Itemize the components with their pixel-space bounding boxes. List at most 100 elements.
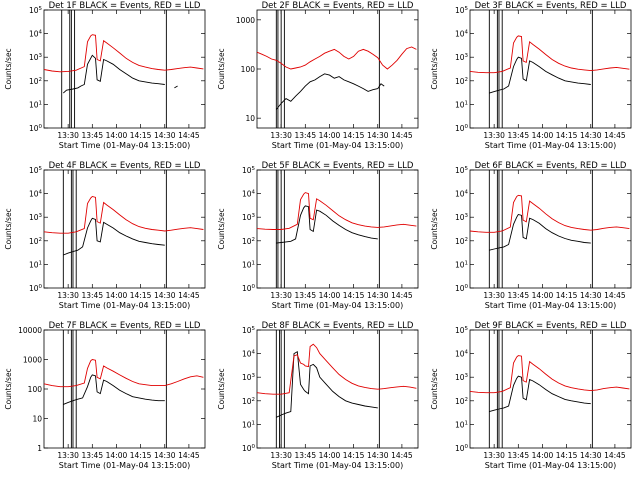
x-tick-label: 13:45 bbox=[81, 451, 103, 460]
detector-panel-8: 13:30 13:45 14:00 14:15 14:30 14:45 100 101 102 1… bbox=[217, 321, 419, 470]
x-tick-label: 14:45 bbox=[391, 291, 413, 300]
series-line-events bbox=[489, 376, 603, 411]
y-tick-label: 103 bbox=[29, 213, 43, 222]
detector-panel-6: 13:30 13:45 14:00 14:15 14:30 14:45 100 101 102 1… bbox=[430, 161, 632, 310]
x-tick-label: 13:45 bbox=[507, 131, 529, 140]
y-tick-label: 102 bbox=[242, 237, 255, 246]
x-tick-label: 14:00 bbox=[106, 451, 128, 460]
x-tick-label: 14:15 bbox=[130, 291, 152, 300]
series-line-lld bbox=[256, 192, 417, 230]
y-tick-label: 104 bbox=[29, 190, 43, 199]
x-tick-label: 14:30 bbox=[154, 451, 176, 460]
y-tick-label: 102 bbox=[455, 77, 468, 86]
detector-panel-1: 13:30 13:45 14:00 14:15 14:30 14:45 100 101 102 1… bbox=[4, 1, 206, 150]
y-axis-label: Counts/sec bbox=[430, 208, 439, 249]
x-tick-label: 14:45 bbox=[604, 131, 626, 140]
x-tick-label: 14:15 bbox=[343, 291, 365, 300]
x-tick-label: 14:00 bbox=[532, 131, 554, 140]
detector-panel-4: 13:30 13:45 14:00 14:15 14:30 14:45 100 101 102 1… bbox=[4, 161, 206, 310]
y-tick-label: 100 bbox=[242, 444, 256, 453]
x-tick-label: 13:45 bbox=[81, 291, 103, 300]
x-tick-label: 13:45 bbox=[294, 291, 316, 300]
y-tick-label: 104 bbox=[29, 30, 43, 39]
y-tick-label: 101 bbox=[455, 420, 468, 429]
y-tick-label: 10000 bbox=[18, 326, 42, 335]
series-line-lld bbox=[469, 355, 630, 394]
y-axis-label: Counts/sec bbox=[4, 368, 13, 409]
y-tick-label: 103 bbox=[455, 373, 469, 382]
x-axis-label: Start Time (01-May-04 13:15:00) bbox=[485, 301, 616, 310]
x-axis-label: Start Time (01-May-04 13:15:00) bbox=[272, 461, 403, 470]
y-axis-label: Counts/sec bbox=[430, 368, 439, 409]
x-tick-label: 13:45 bbox=[507, 451, 529, 460]
y-tick-label: 104 bbox=[455, 30, 469, 39]
y-tick-label: 100 bbox=[455, 284, 469, 293]
y-tick-label: 101 bbox=[242, 420, 255, 429]
plot-frame bbox=[43, 329, 206, 449]
x-tick-label: 14:15 bbox=[130, 131, 152, 140]
y-tick-label: 104 bbox=[242, 190, 256, 199]
y-tick-label: 10 bbox=[245, 114, 255, 123]
x-tick-label: 14:45 bbox=[604, 451, 626, 460]
detector-panel-2: 13:30 13:45 14:00 14:15 14:30 14:45 10 100 1000 D… bbox=[217, 1, 419, 150]
y-tick-label: 105 bbox=[29, 6, 43, 15]
series-line-events bbox=[63, 375, 177, 405]
y-tick-label: 104 bbox=[242, 350, 256, 359]
y-tick-label: 101 bbox=[29, 100, 42, 109]
x-tick-label: 14:00 bbox=[106, 291, 128, 300]
x-tick-label: 14:30 bbox=[367, 291, 389, 300]
detector-panel-5: 13:30 13:45 14:00 14:15 14:30 14:45 100 101 102 1… bbox=[217, 161, 419, 310]
chart-title: Det 4F BLACK = Events, RED = LLD bbox=[49, 161, 201, 171]
y-tick-label: 100 bbox=[455, 444, 469, 453]
y-tick-label: 102 bbox=[29, 77, 42, 86]
x-tick-label: 14:00 bbox=[319, 451, 341, 460]
y-axis-label: Counts/sec bbox=[217, 208, 226, 249]
detector-panel-7: 13:30 13:45 14:00 14:15 14:30 14:45 1 10 100 1000… bbox=[4, 321, 206, 470]
x-tick-label: 13:30 bbox=[57, 451, 79, 460]
x-axis-label: Start Time (01-May-04 13:15:00) bbox=[59, 301, 190, 310]
x-tick-label: 13:45 bbox=[294, 131, 316, 140]
y-tick-label: 100 bbox=[29, 124, 43, 133]
x-axis-label: Start Time (01-May-04 13:15:00) bbox=[59, 461, 190, 470]
y-tick-label: 100 bbox=[28, 385, 43, 394]
chart-title: Det 3F BLACK = Events, RED = LLD bbox=[475, 1, 627, 11]
x-tick-label: 14:00 bbox=[319, 291, 341, 300]
x-tick-label: 13:45 bbox=[294, 451, 316, 460]
x-tick-label: 14:30 bbox=[580, 451, 602, 460]
x-tick-label: 14:30 bbox=[367, 131, 389, 140]
y-tick-label: 103 bbox=[242, 213, 256, 222]
x-tick-label: 14:15 bbox=[556, 291, 578, 300]
x-tick-label: 14:00 bbox=[106, 131, 128, 140]
x-tick-label: 14:15 bbox=[556, 451, 578, 460]
y-axis-label: Counts/sec bbox=[217, 48, 226, 89]
y-tick-label: 100 bbox=[242, 284, 256, 293]
x-tick-label: 14:00 bbox=[532, 451, 554, 460]
y-tick-label: 105 bbox=[242, 166, 256, 175]
x-tick-label: 14:15 bbox=[343, 131, 365, 140]
y-tick-label: 104 bbox=[455, 350, 469, 359]
x-tick-label: 14:15 bbox=[130, 451, 152, 460]
x-tick-label: 13:30 bbox=[270, 131, 292, 140]
series-line-lld bbox=[256, 343, 417, 395]
y-tick-label: 101 bbox=[455, 260, 468, 269]
y-tick-label: 105 bbox=[455, 166, 469, 175]
series-line-lld bbox=[43, 359, 204, 388]
y-tick-label: 103 bbox=[242, 373, 256, 382]
series-line-lld bbox=[469, 194, 630, 233]
x-tick-label: 13:30 bbox=[483, 131, 505, 140]
x-tick-label: 13:30 bbox=[57, 291, 79, 300]
x-tick-label: 14:45 bbox=[391, 131, 413, 140]
plot-frame bbox=[469, 329, 632, 449]
y-tick-label: 105 bbox=[242, 326, 256, 335]
y-tick-label: 1 bbox=[37, 444, 42, 453]
y-tick-label: 103 bbox=[29, 53, 43, 62]
x-tick-label: 14:30 bbox=[580, 291, 602, 300]
detector-panel-3: 13:30 13:45 14:00 14:15 14:30 14:45 100 101 102 1… bbox=[430, 1, 632, 150]
x-tick-label: 14:00 bbox=[319, 131, 341, 140]
y-tick-label: 100 bbox=[29, 284, 43, 293]
chart-title: Det 5F BLACK = Events, RED = LLD bbox=[262, 161, 414, 171]
y-tick-label: 105 bbox=[29, 166, 43, 175]
y-tick-label: 1000 bbox=[236, 16, 255, 25]
chart-title: Det 6F BLACK = Events, RED = LLD bbox=[475, 161, 627, 171]
